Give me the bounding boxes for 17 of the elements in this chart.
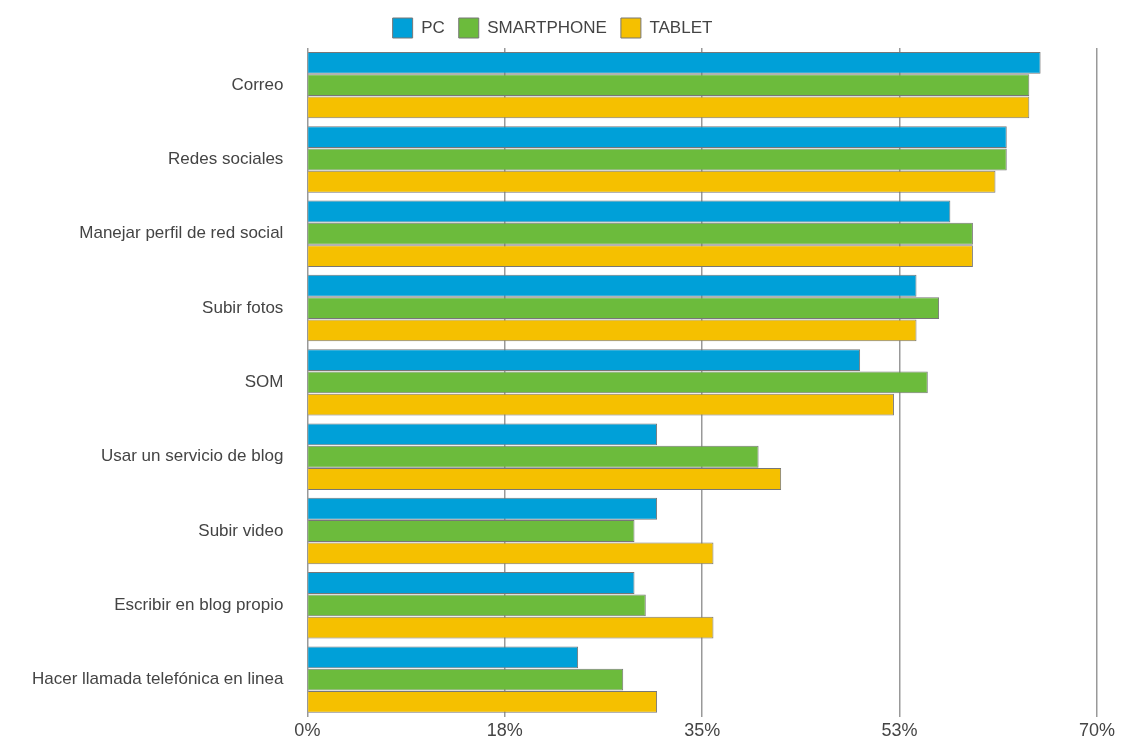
y-tick-label: Correo	[231, 74, 284, 94]
x-tick-label: 18%	[486, 719, 523, 740]
legend-label: PC	[421, 17, 445, 37]
legend-label: SMARTPHONE	[487, 17, 607, 37]
x-tick-label: 0%	[294, 719, 321, 740]
x-tick-label: 35%	[684, 719, 721, 740]
legend-label: TABLET	[649, 17, 713, 37]
y-tick-label: Escribir en blog propio	[114, 595, 284, 615]
x-tick-label: 70%	[1078, 719, 1116, 740]
y-tick-label: Subir fotos	[202, 297, 284, 317]
x-tick-label: 53%	[881, 719, 918, 740]
y-tick-label: Hacer llamada telefónica en linea	[32, 669, 284, 689]
y-tick-label: Subir video	[198, 520, 284, 540]
y-tick-label: SOM	[244, 372, 284, 392]
y-tick-label: Manejar perfil de red social	[79, 223, 284, 243]
y-tick-label: Redes sociales	[168, 149, 284, 169]
y-tick-label: Usar un servicio de blog	[101, 446, 284, 466]
